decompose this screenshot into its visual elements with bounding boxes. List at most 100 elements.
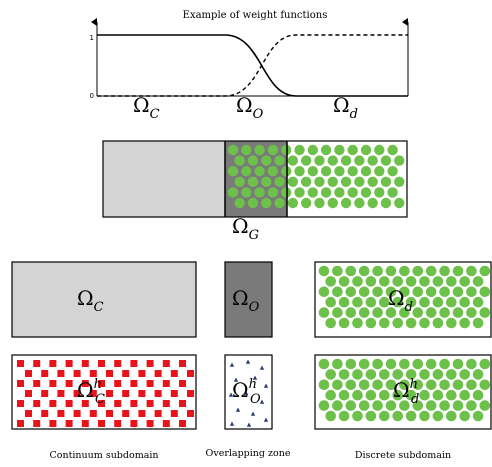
fe-node <box>73 370 81 377</box>
fe-node <box>130 420 138 427</box>
particle <box>354 197 365 209</box>
particle <box>380 155 392 166</box>
particle <box>267 144 279 156</box>
particle <box>399 265 410 277</box>
particle <box>472 276 484 287</box>
particle <box>439 358 450 370</box>
particle <box>385 307 397 318</box>
particle <box>419 369 430 380</box>
fe-node <box>65 380 73 387</box>
particle <box>459 410 471 422</box>
particle <box>432 276 444 287</box>
particle <box>352 317 363 329</box>
fe-node <box>106 410 113 417</box>
fe-node <box>41 390 49 397</box>
coupled-continuum-region <box>103 141 225 217</box>
particle <box>405 317 417 329</box>
particle <box>452 286 464 298</box>
particle <box>365 317 377 329</box>
particle <box>325 410 337 422</box>
fe-node <box>49 400 57 407</box>
particle <box>399 400 410 411</box>
particle <box>466 286 477 298</box>
fe-node <box>106 370 113 377</box>
overlap-node <box>245 359 251 364</box>
fe-node <box>25 390 32 397</box>
particle <box>392 389 404 401</box>
fe-node <box>73 390 81 397</box>
particle <box>340 197 352 209</box>
fe-node <box>162 360 170 367</box>
figure-title: Example of weight functions <box>183 10 328 21</box>
discrete-particles-discretized <box>318 358 491 422</box>
fe-node <box>179 360 186 367</box>
particle <box>425 400 437 411</box>
particle <box>399 307 410 318</box>
fe-node <box>49 360 57 367</box>
particle <box>412 379 424 391</box>
overlap-mediator-nodes <box>228 359 269 427</box>
particle <box>360 187 372 198</box>
particle <box>479 400 491 411</box>
overlap-node <box>229 421 235 426</box>
particle <box>358 400 370 411</box>
label-omega-c-plot: ΩC <box>133 93 160 122</box>
particle <box>261 176 272 187</box>
particle <box>358 379 370 391</box>
fe-node <box>33 380 41 387</box>
particle <box>385 379 397 391</box>
y-tick-zero: 0 <box>90 92 94 100</box>
continuum-weight-curve <box>97 34 408 97</box>
fe-node <box>138 390 146 397</box>
label-omega-c-h: Ωh C <box>77 377 105 407</box>
particle <box>347 187 358 198</box>
fe-node <box>179 420 186 427</box>
particle <box>432 317 444 329</box>
fe-node <box>49 380 57 387</box>
particle <box>332 286 343 298</box>
particle <box>338 296 350 308</box>
particle <box>372 286 383 298</box>
particle <box>267 166 279 177</box>
particle <box>399 358 410 370</box>
particle <box>372 265 383 277</box>
particle <box>452 358 464 370</box>
particle <box>325 296 337 308</box>
fe-node <box>146 360 154 367</box>
label-omega-o-h: Ωh O <box>232 377 261 407</box>
caption-overlap: Overlapping zone <box>206 448 291 459</box>
particle <box>425 265 437 277</box>
particle <box>412 358 424 370</box>
particle <box>358 265 370 277</box>
particle <box>347 144 358 156</box>
overlap-node <box>263 383 269 388</box>
continuum-subdomain-box <box>11 261 197 338</box>
fe-node <box>89 370 97 377</box>
label-omega-o-plot: ΩO <box>236 93 264 122</box>
particle <box>234 197 245 209</box>
overlap-node <box>243 390 249 395</box>
particle <box>446 276 457 287</box>
caption-continuum: Continuum subdomain <box>49 450 158 461</box>
particle <box>472 410 484 422</box>
particle <box>281 187 292 198</box>
particle <box>325 389 337 401</box>
fe-node <box>81 400 89 407</box>
particle <box>365 389 377 401</box>
particle <box>479 358 491 370</box>
particle <box>287 197 299 209</box>
particle <box>360 144 372 156</box>
particle <box>234 155 245 166</box>
particle <box>392 276 404 287</box>
fe-node <box>17 420 24 427</box>
particle <box>439 379 450 391</box>
particle <box>459 317 471 329</box>
particle <box>439 400 450 411</box>
particle <box>446 317 457 329</box>
particle <box>379 410 390 422</box>
particle <box>367 197 378 209</box>
particle <box>254 166 265 177</box>
fe-node <box>130 360 138 367</box>
particle <box>367 176 378 187</box>
particle <box>325 276 337 287</box>
